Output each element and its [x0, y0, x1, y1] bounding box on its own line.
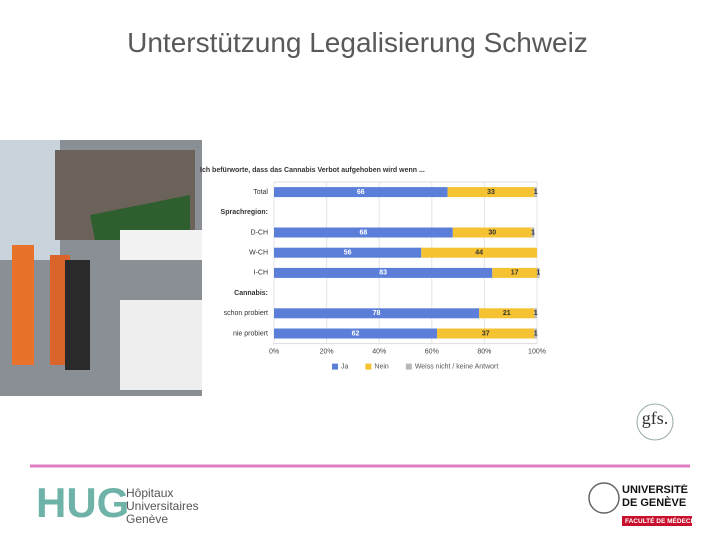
legend-label: Weiss nicht / keine Antwort	[415, 363, 499, 370]
data-label: 33	[487, 189, 495, 196]
x-tick-label: 60%	[425, 348, 439, 355]
gfs-text: gfs.	[642, 408, 669, 428]
slide-title: Unterstützung Legalisierung Schweiz	[127, 27, 588, 58]
bar-segment	[447, 187, 535, 198]
bar-segment	[452, 227, 532, 238]
data-label: 66	[357, 189, 365, 196]
y-tick-label: Sprachregion:	[221, 209, 268, 216]
bar-segment	[274, 328, 438, 339]
y-tick-label: I-CH	[254, 270, 268, 277]
data-label: 62	[352, 330, 360, 337]
bar-segment	[479, 308, 535, 319]
x-tick-label: 0%	[269, 348, 279, 355]
data-label: 68	[360, 229, 368, 236]
bar-segment	[534, 328, 537, 339]
legend-label: Ja	[341, 363, 349, 370]
bar-segment	[274, 187, 448, 198]
x-tick-label: 40%	[372, 348, 386, 355]
x-tick-label: 100%	[528, 348, 546, 355]
legend-swatch	[365, 363, 372, 370]
y-tick-label: Total	[253, 189, 268, 196]
legend-swatch	[405, 363, 412, 370]
data-label: 1	[531, 229, 535, 236]
legend-label: Nein	[374, 363, 389, 370]
data-label: 44	[475, 250, 483, 257]
data-label: 78	[373, 310, 381, 317]
data-label: 17	[511, 270, 519, 277]
bar-segment	[274, 247, 422, 258]
chart-title: Ich befürworte, dass das Cannabis Verbot…	[200, 167, 425, 174]
plot-area	[273, 181, 538, 345]
legend-swatch	[332, 363, 338, 370]
data-label: 1	[534, 189, 538, 196]
bar-segment	[537, 267, 540, 278]
hug-logo: HUG	[36, 479, 129, 526]
data-label: 1	[536, 270, 540, 277]
hug-name: Hôpitaux Universitaires Genève	[126, 487, 199, 526]
data-label: 37	[482, 330, 490, 337]
faculty-band	[622, 516, 692, 526]
data-label: 83	[379, 270, 387, 277]
bar-segment	[274, 227, 453, 238]
photo	[0, 140, 202, 396]
bar-segment	[534, 187, 537, 198]
bar-segment	[437, 328, 535, 339]
x-tick-label: 20%	[320, 348, 334, 355]
y-tick-label: nie probiert	[233, 330, 268, 337]
unige-name: UNIVERSITÉ DE GENÈVE	[622, 484, 689, 509]
data-label: 56	[344, 250, 352, 257]
unige-box: UNIVERSITÉ DE GENÈVE	[622, 484, 689, 509]
bar-segment	[492, 267, 537, 278]
y-tick-label: schon probiert	[224, 310, 268, 317]
bar-segment	[534, 308, 537, 319]
x-tick-label: 80%	[477, 348, 491, 355]
y-tick-label: D-CH	[251, 229, 269, 236]
bar-segment	[274, 267, 493, 278]
unige-seal	[588, 482, 620, 514]
hug-name-box: Hôpitaux Universitaires Genève	[126, 487, 199, 526]
data-label: 1	[534, 330, 538, 337]
bar-segment	[274, 308, 480, 319]
data-label: 21	[503, 310, 511, 317]
bar-segment	[531, 227, 535, 238]
bar-segment	[421, 247, 537, 258]
gfs-logo: gfs.	[636, 403, 674, 441]
y-tick-label: W-CH	[249, 250, 268, 257]
data-label: 30	[488, 229, 496, 236]
data-label: 1	[534, 310, 538, 317]
faculty-name: FACULTÉ DE MÉDECINE	[625, 516, 702, 525]
y-tick-label: Cannabis:	[234, 290, 268, 297]
